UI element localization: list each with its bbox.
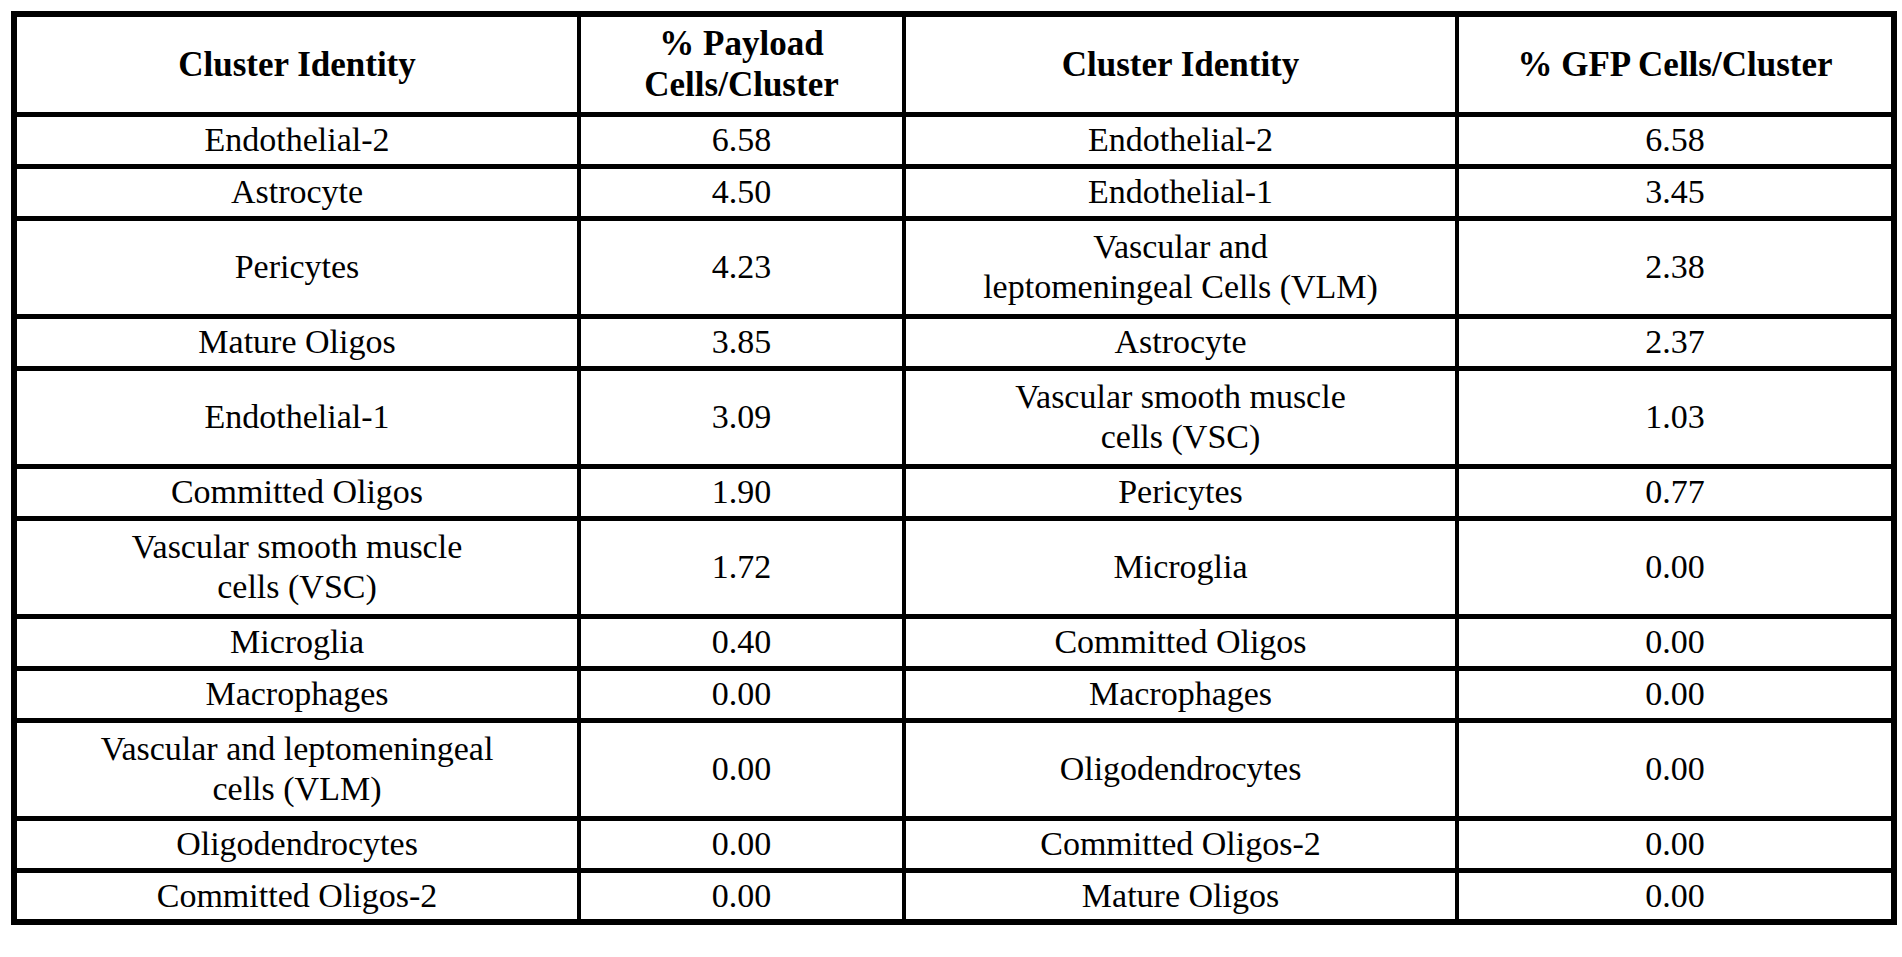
- cell-gfp-pct: 0.00: [1457, 668, 1894, 720]
- cell-payload-pct: 0.00: [579, 668, 904, 720]
- cell-payload-pct: 3.09: [579, 368, 904, 466]
- cell-gfp-cluster-identity: Endothelial-1: [904, 166, 1457, 218]
- cell-gfp-pct: 0.00: [1457, 870, 1894, 922]
- table-row: Vascular smooth muscle cells (VSC) 1.72 …: [14, 518, 1894, 616]
- cell-gfp-pct: 2.37: [1457, 316, 1894, 368]
- cell-payload-cluster-identity: Vascular smooth muscle cells (VSC): [14, 518, 579, 616]
- table-row: Oligodendrocytes 0.00 Committed Oligos-2…: [14, 818, 1894, 870]
- cell-gfp-pct: 0.00: [1457, 720, 1894, 818]
- cell-gfp-pct: 0.00: [1457, 818, 1894, 870]
- cell-payload-cluster-identity: Macrophages: [14, 668, 579, 720]
- cell-payload-pct: 4.23: [579, 218, 904, 316]
- cell-gfp-pct: 3.45: [1457, 166, 1894, 218]
- cell-gfp-pct: 2.38: [1457, 218, 1894, 316]
- table-row: Microglia 0.40 Committed Oligos 0.00: [14, 616, 1894, 668]
- cell-gfp-pct: 0.77: [1457, 466, 1894, 518]
- cell-payload-pct: 0.00: [579, 870, 904, 922]
- cell-payload-pct: 0.00: [579, 720, 904, 818]
- table-row: Macrophages 0.00 Macrophages 0.00: [14, 668, 1894, 720]
- header-gfp-cells-per-cluster: % GFP Cells/Cluster: [1457, 14, 1894, 114]
- table-row: Mature Oligos 3.85 Astrocyte 2.37: [14, 316, 1894, 368]
- cell-payload-pct: 1.72: [579, 518, 904, 616]
- cell-gfp-pct: 0.00: [1457, 616, 1894, 668]
- cell-gfp-cluster-identity: Oligodendrocytes: [904, 720, 1457, 818]
- cell-gfp-cluster-identity: Vascular and leptomeningeal Cells (VLM): [904, 218, 1457, 316]
- header-cluster-identity-gfp: Cluster Identity: [904, 14, 1457, 114]
- table-row: Endothelial-2 6.58 Endothelial-2 6.58: [14, 114, 1894, 166]
- cell-payload-pct: 0.00: [579, 818, 904, 870]
- cell-payload-pct: 4.50: [579, 166, 904, 218]
- table-row: Astrocyte 4.50 Endothelial-1 3.45: [14, 166, 1894, 218]
- cluster-percentage-table: Cluster Identity % Payload Cells/Cluster…: [11, 11, 1897, 925]
- cell-payload-cluster-identity: Endothelial-2: [14, 114, 579, 166]
- cell-gfp-cluster-identity: Endothelial-2: [904, 114, 1457, 166]
- document-page: Cluster Identity % Payload Cells/Cluster…: [0, 0, 1902, 936]
- cell-gfp-cluster-identity: Microglia: [904, 518, 1457, 616]
- cell-gfp-cluster-identity: Macrophages: [904, 668, 1457, 720]
- cell-payload-cluster-identity: Oligodendrocytes: [14, 818, 579, 870]
- table-row: Pericytes 4.23 Vascular and leptomeninge…: [14, 218, 1894, 316]
- cell-payload-cluster-identity: Vascular and leptomeningeal cells (VLM): [14, 720, 579, 818]
- cell-payload-cluster-identity: Mature Oligos: [14, 316, 579, 368]
- cell-gfp-cluster-identity: Astrocyte: [904, 316, 1457, 368]
- cell-payload-cluster-identity: Committed Oligos-2: [14, 870, 579, 922]
- header-row: Cluster Identity % Payload Cells/Cluster…: [14, 14, 1894, 114]
- cell-gfp-cluster-identity: Vascular smooth muscle cells (VSC): [904, 368, 1457, 466]
- cell-payload-cluster-identity: Astrocyte: [14, 166, 579, 218]
- table-row: Committed Oligos-2 0.00 Mature Oligos 0.…: [14, 870, 1894, 922]
- cell-payload-cluster-identity: Committed Oligos: [14, 466, 579, 518]
- header-payload-cells-per-cluster: % Payload Cells/Cluster: [579, 14, 904, 114]
- cell-gfp-pct: 0.00: [1457, 518, 1894, 616]
- cell-gfp-pct: 1.03: [1457, 368, 1894, 466]
- cell-payload-pct: 1.90: [579, 466, 904, 518]
- header-cluster-identity-payload: Cluster Identity: [14, 14, 579, 114]
- cell-payload-cluster-identity: Microglia: [14, 616, 579, 668]
- cell-payload-pct: 3.85: [579, 316, 904, 368]
- cell-payload-cluster-identity: Endothelial-1: [14, 368, 579, 466]
- cell-gfp-cluster-identity: Mature Oligos: [904, 870, 1457, 922]
- table-row: Vascular and leptomeningeal cells (VLM) …: [14, 720, 1894, 818]
- table-row: Endothelial-1 3.09 Vascular smooth muscl…: [14, 368, 1894, 466]
- table-row: Committed Oligos 1.90 Pericytes 0.77: [14, 466, 1894, 518]
- cell-gfp-pct: 6.58: [1457, 114, 1894, 166]
- cell-payload-pct: 0.40: [579, 616, 904, 668]
- cell-gfp-cluster-identity: Committed Oligos: [904, 616, 1457, 668]
- cell-gfp-cluster-identity: Committed Oligos-2: [904, 818, 1457, 870]
- cell-gfp-cluster-identity: Pericytes: [904, 466, 1457, 518]
- cell-payload-pct: 6.58: [579, 114, 904, 166]
- cell-payload-cluster-identity: Pericytes: [14, 218, 579, 316]
